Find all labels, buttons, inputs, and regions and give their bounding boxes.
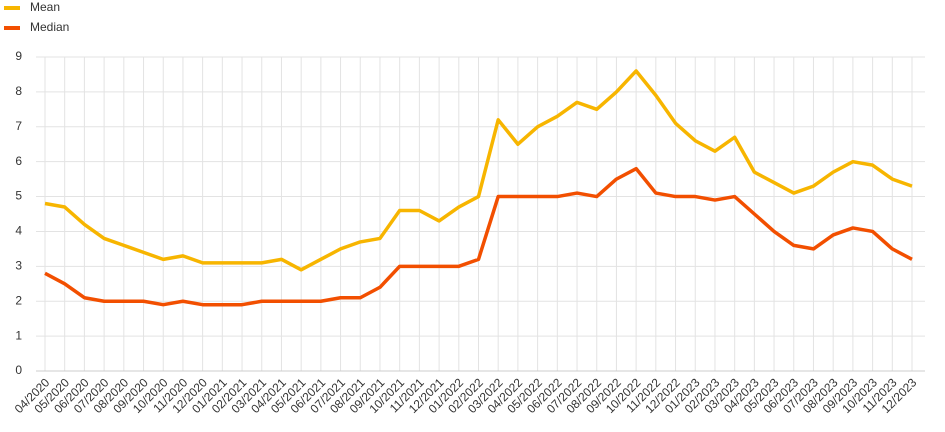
legend-label: Median xyxy=(30,20,69,34)
y-tick-label: 0 xyxy=(15,363,22,377)
series-line xyxy=(44,69,913,272)
y-tick-label: 5 xyxy=(15,189,22,203)
y-tick-label: 9 xyxy=(15,49,22,63)
legend-label: Mean xyxy=(30,0,60,14)
y-tick-label: 4 xyxy=(15,224,22,238)
y-tick-label: 8 xyxy=(15,84,22,98)
y-tick-label: 7 xyxy=(15,119,22,133)
y-tick-label: 1 xyxy=(15,328,22,342)
y-tick-label: 3 xyxy=(15,259,22,273)
series-line xyxy=(44,166,913,307)
y-tick-label: 2 xyxy=(15,293,22,307)
y-tick-label: 6 xyxy=(15,154,22,168)
